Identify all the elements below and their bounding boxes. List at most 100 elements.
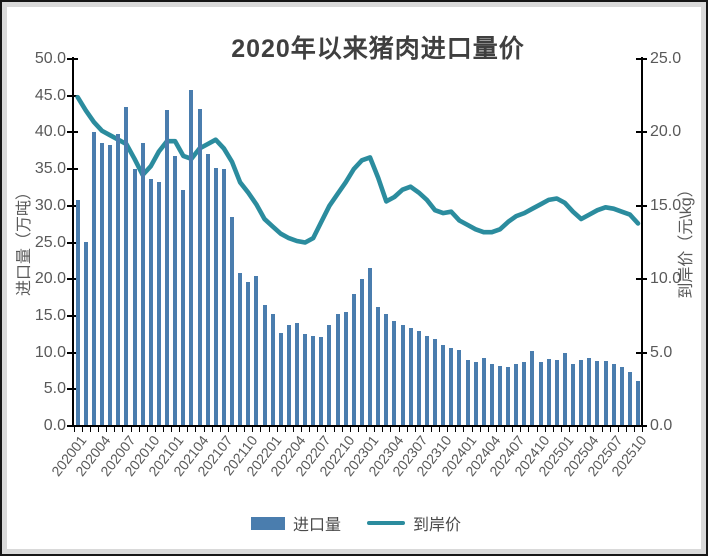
- month-tick: [260, 427, 262, 432]
- month-tick: [479, 427, 481, 432]
- month-tick: [98, 427, 99, 432]
- import-bar: [124, 106, 129, 426]
- month-tick: [536, 427, 538, 432]
- month-tick: [89, 427, 91, 432]
- import-bar: [303, 334, 308, 426]
- import-bar: [116, 133, 121, 426]
- import-bar: [197, 108, 202, 426]
- month-tick: [325, 427, 327, 432]
- month-tick: [309, 427, 311, 432]
- left-axis-tick-label: 15.0: [34, 306, 66, 324]
- month-tick: [609, 427, 611, 432]
- import-bar: [571, 364, 575, 426]
- month-tick: [195, 427, 197, 432]
- import-bar: [376, 307, 381, 426]
- month-tick: [414, 427, 416, 432]
- month-tick: [292, 427, 294, 432]
- import-bar: [465, 359, 470, 426]
- import-bar: [627, 371, 632, 426]
- month-tick: [236, 427, 237, 432]
- import-bar: [335, 313, 340, 426]
- import-bar: [156, 182, 161, 426]
- import-bar: [75, 199, 80, 426]
- import-bar: [286, 324, 291, 426]
- import-bar: [140, 143, 145, 426]
- month-tick: [569, 427, 570, 432]
- month-tick: [284, 427, 286, 432]
- import-bar: [278, 332, 283, 426]
- month-tick: [439, 427, 441, 432]
- month-tick: [544, 427, 546, 432]
- import-bar: [449, 348, 454, 426]
- import-bar: [416, 331, 421, 426]
- left-axis-tick-label: 30.0: [34, 196, 66, 214]
- import-bar: [579, 359, 584, 426]
- import-bar: [254, 276, 259, 426]
- import-bar: [506, 366, 511, 426]
- import-bar: [603, 360, 608, 426]
- month-tick: [276, 427, 278, 432]
- import-bar: [514, 364, 519, 426]
- import-bar: [132, 169, 137, 426]
- month-tick: [601, 427, 603, 432]
- month-tick: [447, 427, 449, 432]
- import-bar: [530, 351, 535, 426]
- month-tick: [617, 427, 619, 432]
- import-bar: [205, 154, 210, 426]
- import-bar: [108, 144, 113, 426]
- import-bar: [441, 345, 446, 426]
- month-tick: [341, 427, 343, 432]
- month-tick: [585, 427, 587, 432]
- import-bar: [408, 327, 413, 426]
- month-tick: [211, 427, 213, 432]
- month-tick: [528, 427, 530, 432]
- month-tick: [163, 427, 164, 432]
- import-bar: [562, 352, 567, 426]
- month-tick: [495, 427, 497, 432]
- month-tick: [642, 427, 644, 432]
- left-axis-tick-label: 25.0: [34, 233, 66, 251]
- month-tick: [219, 427, 221, 432]
- month-tick: [81, 427, 83, 432]
- month-tick: [512, 427, 514, 432]
- price-line-path: [75, 94, 641, 245]
- import-bar: [546, 358, 551, 426]
- import-bar: [343, 311, 348, 426]
- import-bar: [91, 132, 96, 426]
- month-tick: [154, 427, 156, 432]
- import-bar: [221, 169, 226, 426]
- month-tick: [487, 427, 489, 432]
- import-bar: [424, 335, 429, 426]
- import-bar: [619, 366, 624, 426]
- left-axis-line: [72, 57, 74, 426]
- import-bar: [611, 363, 616, 426]
- month-tick: [382, 427, 384, 432]
- month-tick: [390, 427, 392, 432]
- month-tick: [520, 427, 522, 432]
- month-tick: [349, 427, 351, 432]
- right-axis-tick-label: 25.0: [650, 50, 682, 67]
- import-bar: [522, 362, 527, 426]
- month-tick: [455, 427, 457, 432]
- month-tick: [114, 427, 116, 432]
- month-tick: [625, 427, 627, 432]
- month-tick: [203, 427, 205, 432]
- month-tick: [252, 427, 254, 432]
- chart-title: 2020年以来猪肉进口量价: [231, 35, 525, 63]
- legend-bar-swatch: [250, 516, 285, 530]
- import-bar: [181, 190, 186, 426]
- import-bar: [165, 110, 169, 426]
- left-axis-tick-label: 0.0: [43, 417, 66, 434]
- import-bar: [392, 321, 397, 426]
- left-axis-tick-label: 40.0: [34, 123, 66, 141]
- bottom-axis-line: [72, 425, 643, 427]
- month-tick: [171, 427, 173, 432]
- right-axis-tick-label: 5.0: [650, 343, 673, 361]
- import-bar: [100, 142, 105, 426]
- import-bar: [433, 339, 437, 426]
- plot-area: [74, 59, 642, 426]
- month-tick: [268, 427, 270, 432]
- import-bar: [83, 241, 88, 426]
- import-bar: [473, 362, 478, 426]
